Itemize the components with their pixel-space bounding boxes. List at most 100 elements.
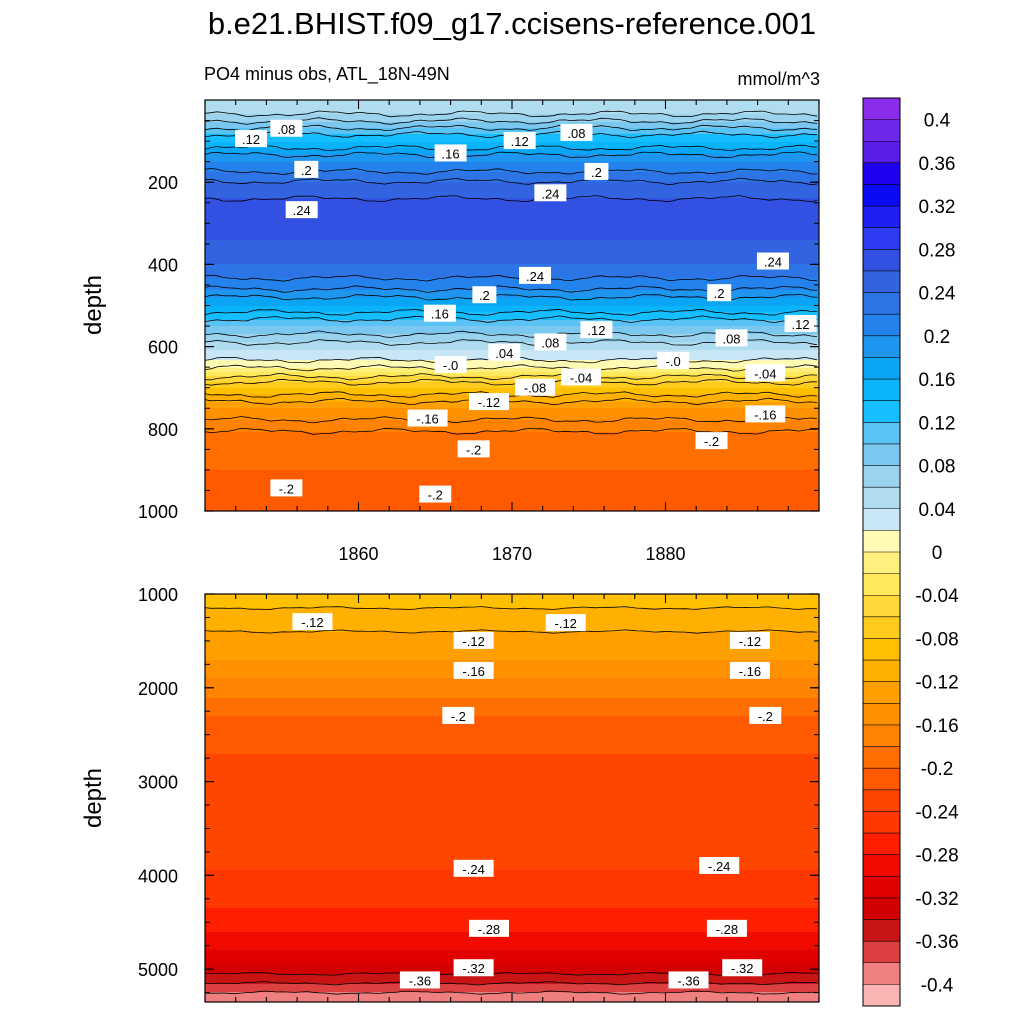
contour-band [205,434,819,437]
contour-band [205,152,819,155]
colorbar-box [863,443,900,466]
colorbar-box [863,465,900,488]
contour-label: -.24 [453,859,494,877]
contour-label-text: .08 [567,126,585,141]
contour-band [205,664,819,667]
lower-filled-contours [205,594,819,1002]
contour-label-bg [715,329,748,347]
contour-band [205,962,819,965]
contour-band [205,498,819,501]
contour-band [205,362,819,365]
contour-band [205,628,819,631]
contour-band [205,790,819,793]
contour-band [205,266,819,269]
contour-band [205,424,819,427]
contour-band [205,204,819,207]
contour-band [205,276,819,279]
contour-band [205,656,819,659]
contour-band [205,432,819,435]
contour-band [205,394,819,397]
contour-band [205,844,819,847]
contour-line [205,308,818,316]
contour-label-bg [434,144,467,162]
contour-label-text: -.16 [754,407,776,422]
contour-line [205,416,818,424]
contour-band [205,364,819,367]
contour-band [205,302,819,305]
contour-band [205,450,819,453]
contour-line [205,629,818,634]
contour-band [205,848,819,851]
contour-band [205,676,819,679]
contour-label-bg [657,351,690,369]
contour-band [205,318,819,321]
contour-label-bg [434,356,467,374]
contour-label: .12 [235,130,268,148]
contour-band [205,758,819,761]
contour-label-text: -.16 [739,664,761,679]
colorbar-box [863,270,900,293]
contour-band [205,236,819,239]
contour-band [205,920,819,923]
contour-band [205,692,819,695]
contour-label-text: .24 [293,203,311,218]
contour-band [205,986,819,989]
contour-band [205,654,819,657]
contour-band [205,462,819,465]
contour-band [205,390,819,393]
contour-band [205,290,819,293]
contour-line [205,339,818,346]
contour-band [205,880,819,883]
contour-label: .2 [294,160,319,178]
contour-label-bg [695,432,728,450]
contour-band [205,214,819,217]
contour-band [205,974,819,977]
contour-label: -.04 [561,368,602,386]
contour-band [205,650,819,653]
contour-band [205,976,819,979]
contour-band [205,738,819,741]
contour-band [205,742,819,745]
contour-band [205,114,819,117]
contour-band [205,858,819,861]
contour-label-bg [534,333,567,351]
contour-label: -.2 [270,479,303,497]
contour-label: -.04 [745,364,786,382]
contour-label-text: -.0 [443,358,458,373]
contour-band [205,748,819,751]
contour-band [205,268,819,271]
contour-band [205,378,819,381]
contour-band [205,284,819,287]
contour-label-text: .12 [792,317,810,332]
contour-band [205,124,819,127]
colorbar-box [863,508,900,531]
contour-band [205,228,819,231]
contour-band [205,426,819,429]
contour-band [205,796,819,799]
upper-ticks: 200 400 600 800 1000 [138,99,820,522]
contour-band [205,952,819,955]
contour-band [205,794,819,797]
contour-label-bg [706,919,747,937]
contour-band [205,122,819,125]
contour-band [205,726,819,729]
contour-band [205,254,819,257]
contour-label-text: .16 [431,307,449,322]
contour-label: -.16 [729,661,770,679]
contour-band [205,898,819,901]
contour-band [205,288,819,291]
contour-label-text: -.28 [478,922,500,937]
contour-band [205,736,819,739]
colorbar-box [863,422,900,445]
contour-band [205,808,819,811]
contour-band [205,336,819,339]
colorbar-box [863,876,900,899]
contour-band [205,360,819,363]
contour-label-text: -.04 [754,366,776,381]
contour-band [205,956,819,959]
colorbar-box [863,854,900,877]
contour-band [205,640,819,643]
contour-band [205,716,819,719]
colorbar-label: 0.36 [919,154,956,175]
contour-band [205,238,819,241]
